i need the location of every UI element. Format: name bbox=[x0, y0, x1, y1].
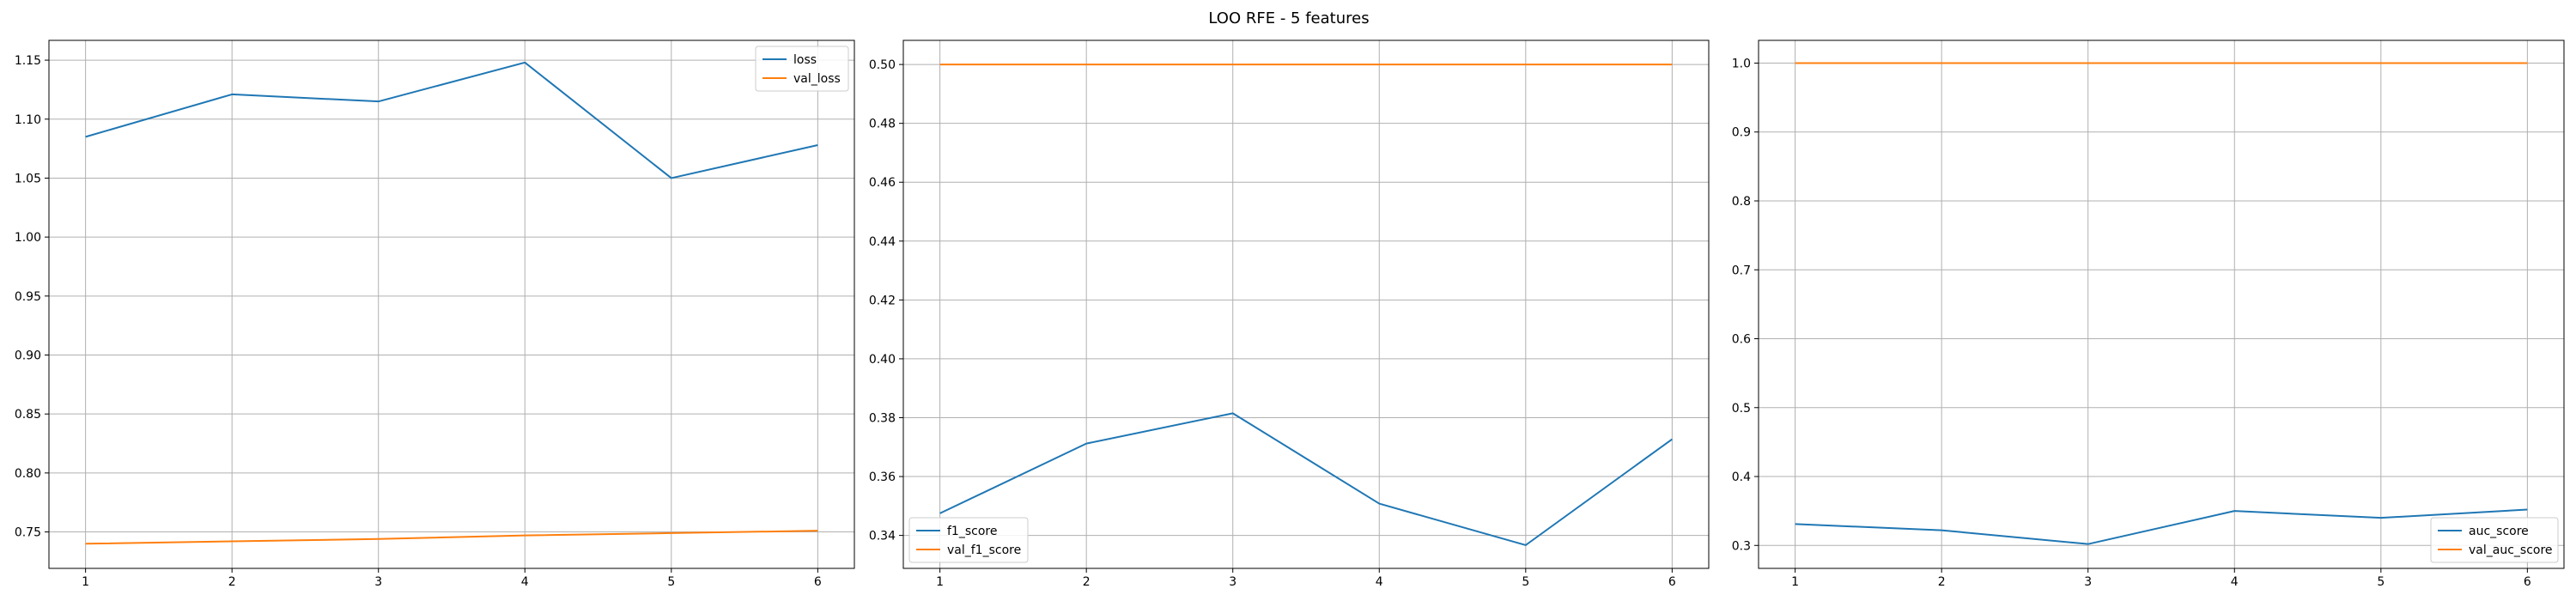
y-tick-label: 0.7 bbox=[1732, 264, 1751, 277]
x-tick-label: 3 bbox=[2084, 575, 2092, 589]
legend-label: loss bbox=[793, 53, 817, 67]
series-line-loss bbox=[85, 61, 818, 179]
x-tick-label: 6 bbox=[2524, 575, 2531, 589]
y-tick-label: 0.34 bbox=[869, 530, 896, 543]
x-tick-label: 5 bbox=[2377, 575, 2385, 589]
legend-label: auc_score bbox=[2469, 525, 2529, 538]
legend: loss val_loss bbox=[755, 46, 849, 92]
y-tick-label: 0.4 bbox=[1732, 470, 1751, 484]
y-tick-label: 0.38 bbox=[869, 411, 896, 425]
y-tick-label: 0.6 bbox=[1732, 333, 1751, 347]
x-tick-label: 6 bbox=[814, 575, 822, 589]
figure-suptitle: LOO RFE - 5 features bbox=[1208, 9, 1369, 27]
series-line-auc-score bbox=[1795, 508, 2528, 545]
y-tick-label: 1.15 bbox=[15, 54, 41, 68]
axes-frame bbox=[902, 39, 1710, 569]
axes-frame bbox=[48, 39, 855, 569]
y-tick-label: 0.90 bbox=[15, 349, 41, 362]
x-tick-label: 6 bbox=[1668, 575, 1676, 589]
subplot-1: 1 2 3 4 5 6 0.75 0.80 0.85 0.90 0.95 1.00 1.05 1.10 1.… bbox=[15, 39, 855, 589]
legend-label: val_auc_score bbox=[2469, 543, 2553, 557]
x-tick-label: 1 bbox=[1791, 575, 1799, 589]
y-tick-label: 0.48 bbox=[869, 118, 896, 131]
y-tick-label: 0.40 bbox=[869, 353, 896, 367]
y-tick-label: 0.5 bbox=[1732, 402, 1751, 416]
x-tick-label: 2 bbox=[1083, 575, 1091, 589]
y-tick-label: 0.8 bbox=[1732, 195, 1751, 209]
y-tick-label: 0.85 bbox=[15, 408, 41, 422]
legend-box bbox=[755, 46, 849, 92]
y-tick-label: 0.50 bbox=[869, 58, 896, 72]
y-tick-label: 0.95 bbox=[15, 290, 41, 304]
x-tick-label: 3 bbox=[374, 575, 382, 589]
y-tick-label: 0.44 bbox=[869, 235, 896, 249]
y-tick-label: 1.00 bbox=[15, 231, 41, 245]
y-tick-label: 1.05 bbox=[15, 172, 41, 185]
y-tick-label: 0.36 bbox=[869, 470, 896, 484]
axes-frame bbox=[1758, 39, 2565, 569]
subplot-panels: 1 2 3 4 5 60.750.800.850.900.951.001.051.101.… bbox=[15, 39, 2565, 589]
y-tick-label: 0.42 bbox=[869, 294, 896, 307]
x-tick-label: 5 bbox=[1522, 575, 1529, 589]
x-tick-label: 4 bbox=[2231, 575, 2239, 589]
x-tick-label: 2 bbox=[228, 575, 236, 589]
y-tick-label: 1.10 bbox=[15, 113, 41, 127]
x-tick-label: 3 bbox=[1229, 575, 1236, 589]
y-tick-label: 0.75 bbox=[15, 526, 41, 540]
x-tick-label: 1 bbox=[936, 575, 944, 589]
series-line-f1-score bbox=[939, 412, 1673, 546]
y-tick-label: 1.0 bbox=[1732, 57, 1751, 70]
legend: auc_score val_auc_score bbox=[2430, 517, 2559, 563]
x-tick-label: 2 bbox=[1938, 575, 1946, 589]
y-tick-label: 0.3 bbox=[1732, 539, 1751, 553]
x-tick-label: 4 bbox=[1376, 575, 1383, 589]
y-tick-label: 0.80 bbox=[15, 467, 41, 481]
legend-box bbox=[2430, 517, 2559, 563]
subplot-2: 1 2 3 4 5 6 0.34 0.36 0.38 0.40 0.42 0.44 0.46 0.48 0.… bbox=[869, 39, 1710, 589]
y-tick-label: 0.46 bbox=[869, 176, 896, 190]
x-tick-label: 5 bbox=[667, 575, 675, 589]
legend-label: val_f1_score bbox=[947, 543, 1021, 557]
y-tick-label: 0.9 bbox=[1732, 126, 1751, 140]
legend-label: val_loss bbox=[793, 72, 841, 86]
x-tick-label: 4 bbox=[521, 575, 529, 589]
legend: f1_score val_f1_score bbox=[908, 517, 1029, 563]
legend-label: f1_score bbox=[947, 525, 997, 538]
subplot-3: 1 2 3 4 5 6 0.3 0.4 0.5 0.6 0.7 0.8 0.9 1.0 auc_scorev… bbox=[1732, 39, 2565, 589]
x-tick-label: 1 bbox=[82, 575, 89, 589]
series-line-val-loss bbox=[85, 530, 818, 545]
legend-box bbox=[908, 517, 1029, 563]
